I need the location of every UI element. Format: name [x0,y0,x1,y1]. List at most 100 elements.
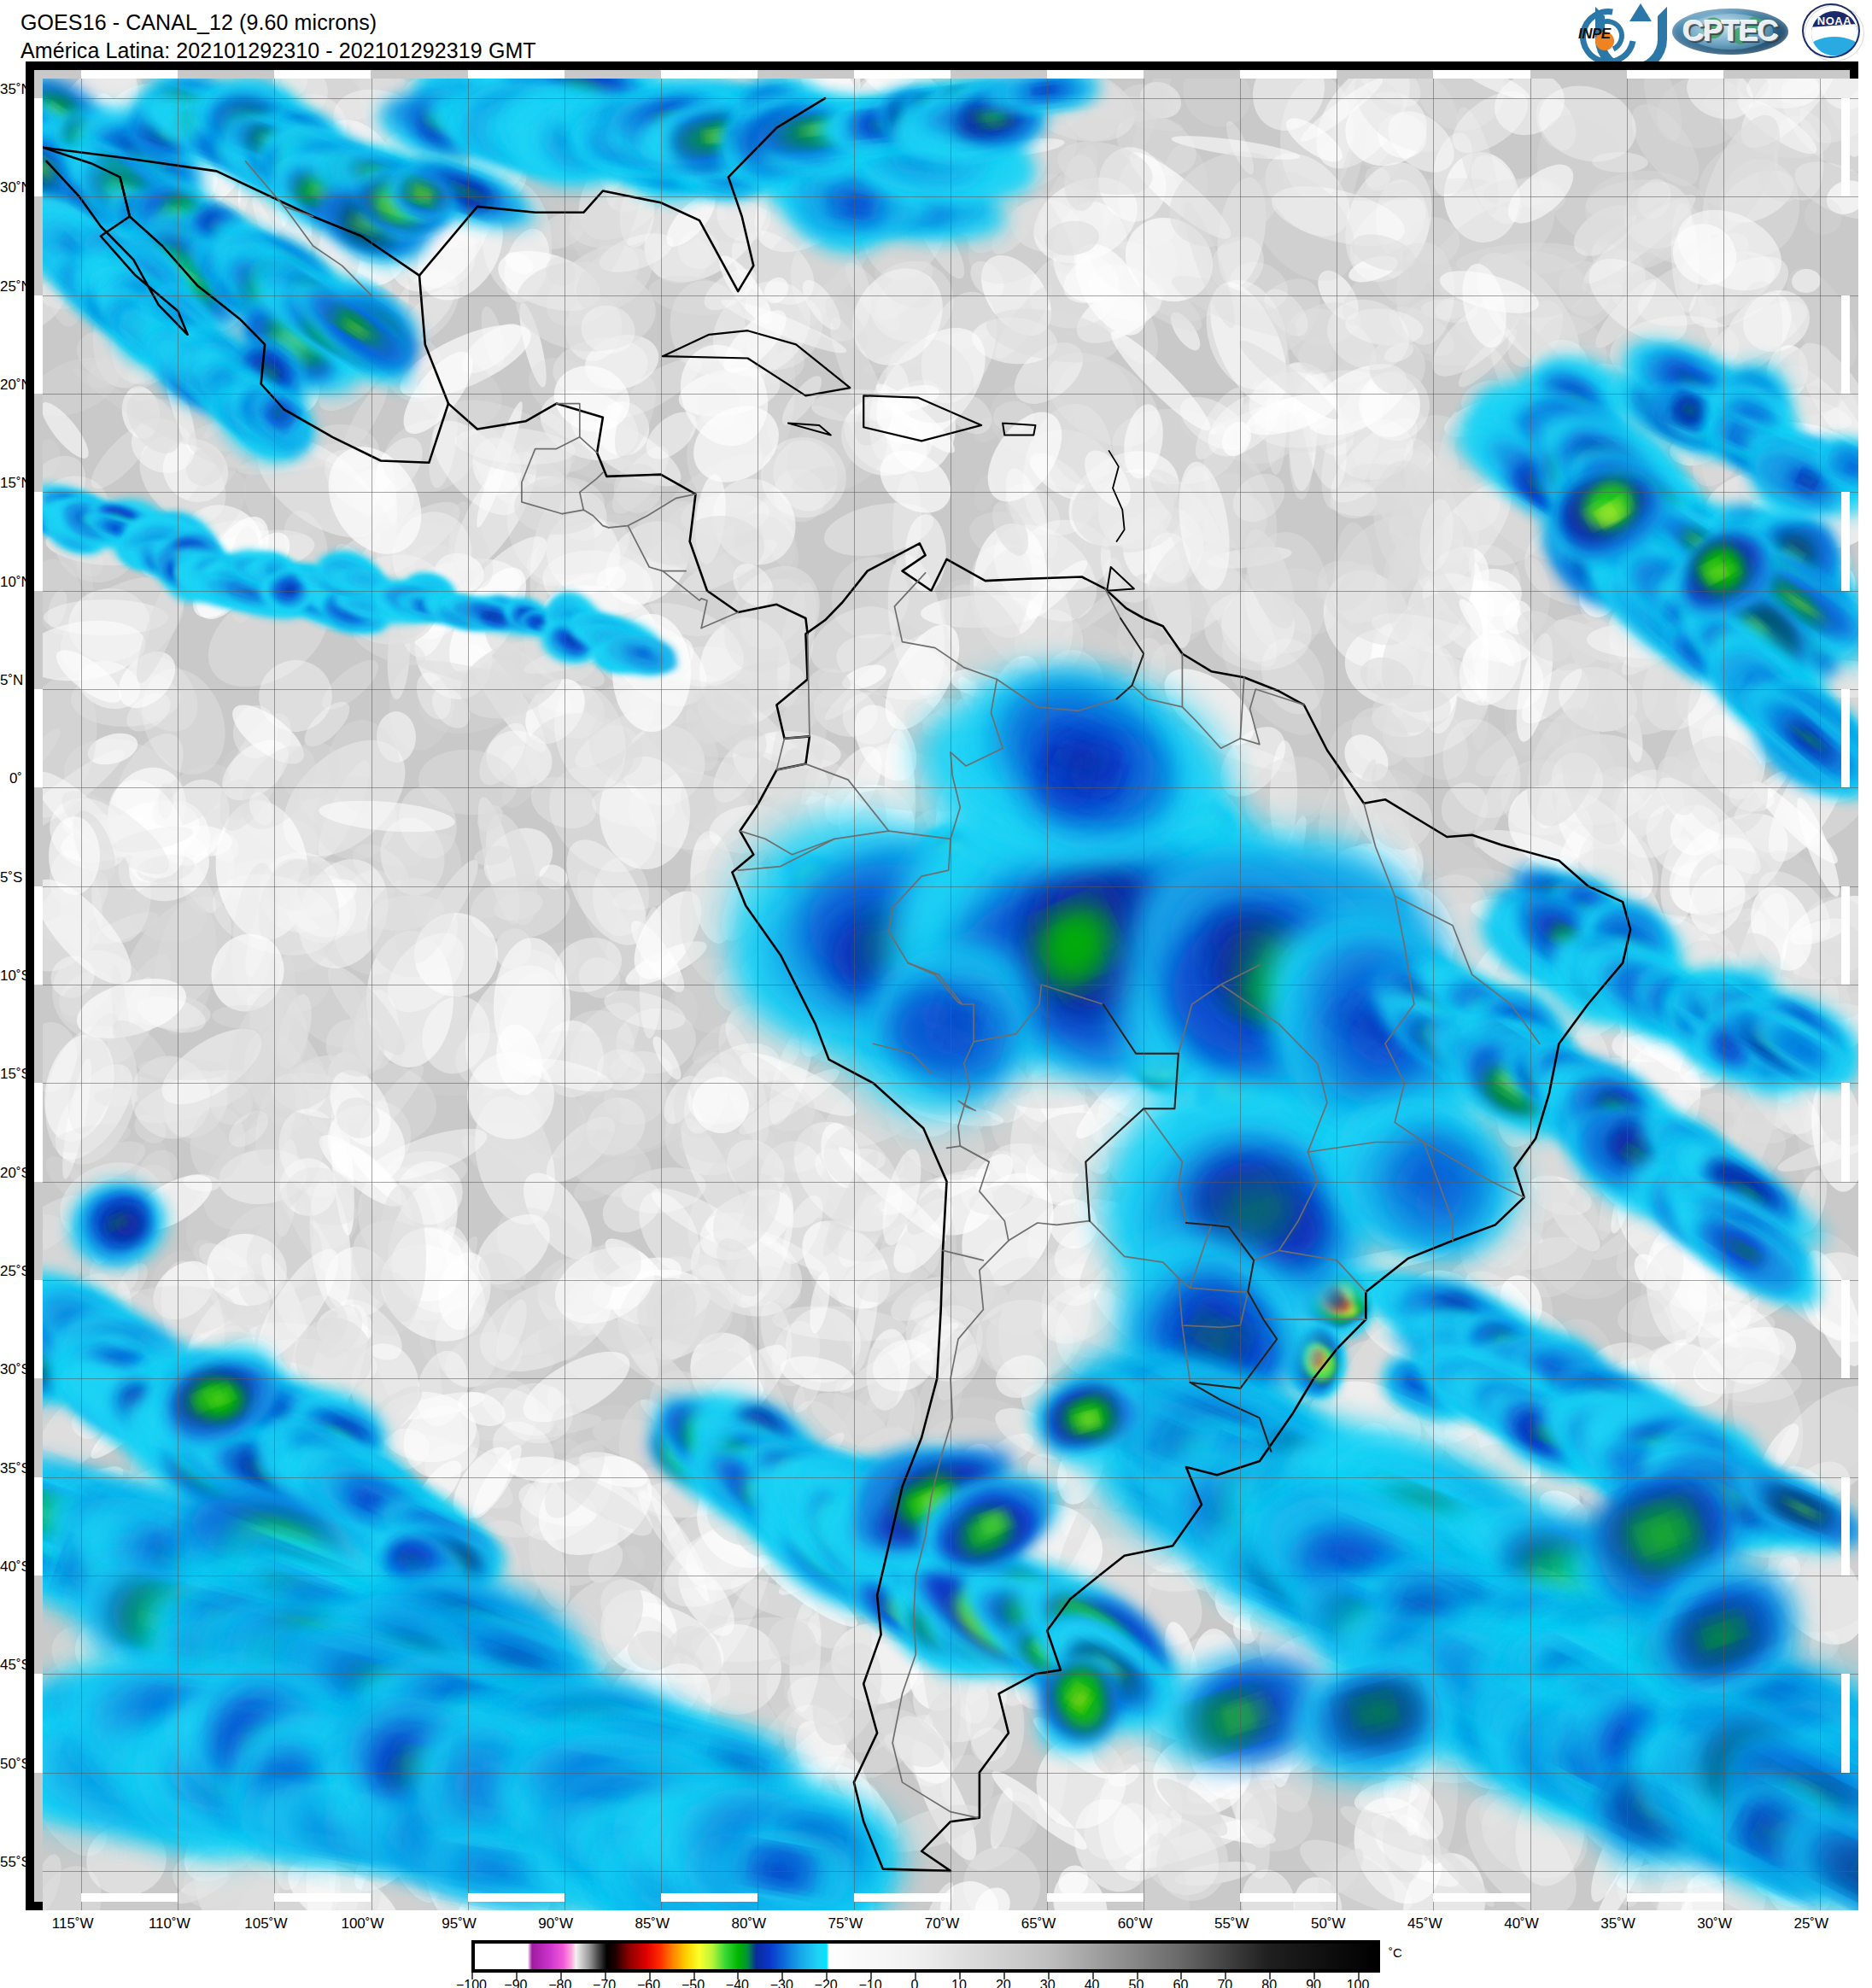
latitude-tick-label: 30˚S [0,1361,22,1378]
frame-tick-segment [34,1083,43,1181]
longitude-tick-label: 25˚W [1793,1915,1828,1932]
satellite-image [43,79,1858,1910]
longitude-tick-label: 85˚W [635,1915,670,1932]
colorbar-tick-label: −70 [593,1978,616,1988]
longitude-tick-label: 70˚W [925,1915,960,1932]
colorbar-tick-label: 90 [1306,1978,1321,1988]
latitude-tick-label: 15˚S [0,1066,22,1083]
longitude-tick-label: 65˚W [1021,1915,1056,1932]
latitude-tick-label: 20˚S [0,1165,22,1182]
title-block: GOES16 - CANAL_12 (9.60 microns) América… [20,9,536,65]
colorbar-tick-label: −100 [456,1978,487,1988]
colorbar-tick-label: −60 [637,1978,660,1988]
frame-tick-segment [854,70,951,79]
cptec-logo: CPTEC [1670,3,1790,58]
frame-tick-segment [468,70,565,79]
longitude-tick-label: 80˚W [732,1915,767,1932]
longitude-tick-label: 30˚W [1697,1915,1732,1932]
latitude-tick-label: 30˚N [0,179,22,196]
satellite-image-canvas [43,79,1858,1910]
colorbar-tick-label: −20 [815,1978,838,1988]
colorbar-section: −100−90−80−70−60−50−40−30−20−10010203040… [0,1940,1872,1988]
longitude-tick-label: 105˚W [244,1915,287,1932]
colorbar-unit-label: ˚C [1389,1945,1402,1960]
colorbar-tick-label: 50 [1129,1978,1144,1988]
longitude-tick-label: 45˚W [1407,1915,1442,1932]
frame-tick-segment [1627,70,1723,79]
longitude-tick-label: 95˚W [442,1915,477,1932]
cptec-wordmark: CPTEC [1670,14,1790,48]
latitude-tick-label: 0˚ [0,770,22,787]
frame-tick-segment [34,98,43,196]
frame-tick-segment [661,70,758,79]
latitude-tick-label: 5˚S [0,869,22,886]
colorbar-tick-label: 0 [911,1978,919,1988]
inpe-wordmark: INPE [1578,26,1611,43]
colorbar-tick-label: −50 [682,1978,705,1988]
colorbar-tick-label: 30 [1040,1978,1056,1988]
longitude-tick-label: 75˚W [828,1915,863,1932]
latitude-tick-label: 35˚S [0,1460,22,1477]
latitude-tick-label: 25˚S [0,1263,22,1280]
frame-tick-segment [34,492,43,590]
inpe-arrow-icon [1629,3,1652,21]
frame-tick-segment [274,70,371,79]
frame-tick-segment [34,886,43,985]
product-title: GOES16 - CANAL_12 (9.60 microns) [20,9,536,37]
frame-tick-segment [1047,70,1144,79]
colorbar-tick-label: 80 [1261,1978,1277,1988]
page-header: GOES16 - CANAL_12 (9.60 microns) América… [0,0,1872,61]
frame-tick-segment [34,1280,43,1378]
latitude-tick-label: 55˚S [0,1854,22,1871]
latitude-tick-label: 10˚N [0,574,22,591]
colorbar-tick-label: −10 [859,1978,882,1988]
colorbar-tick-label: 10 [951,1978,967,1988]
frame-tick-segment [34,1674,43,1772]
longitude-tick-label: 50˚W [1311,1915,1346,1932]
longitude-tick-label: 60˚W [1118,1915,1153,1932]
colorbar-tick-label: 40 [1085,1978,1100,1988]
colorbar-tick-label: 70 [1217,1978,1232,1988]
frame-tick-segment [1240,70,1337,79]
latitude-tick-label: 35˚N [0,81,22,98]
longitude-tick-label: 115˚W [52,1915,94,1932]
latitude-tick-label: 20˚N [0,377,22,394]
noaa-seal-ring-icon [1802,3,1860,58]
latitude-tick-label: 25˚N [0,278,22,295]
frame-tick-segment [1433,70,1530,79]
latitude-tick-label: 10˚S [0,968,22,985]
colorbar-gradient [475,1944,1377,1969]
colorbar-tick-labels: −100−90−80−70−60−50−40−30−20−10010203040… [471,1978,1380,1988]
colorbar-tick-label: −30 [770,1978,793,1988]
noaa-logo: NOAA [1802,3,1865,58]
frame-tick-segment [81,70,178,79]
frame-ticks-top [34,70,1867,79]
frame-tick-segment [34,689,43,787]
colorbar [471,1940,1380,1973]
longitude-tick-label: 55˚W [1214,1915,1249,1932]
longitude-tick-label: 35˚W [1600,1915,1635,1932]
colorbar-tick-label: 60 [1173,1978,1188,1988]
frame-tick-segment [34,295,43,394]
map-frame [26,61,1858,1910]
logo-row: INPE CPTEC NOAA [1573,2,1865,60]
longitude-tick-label: 40˚W [1504,1915,1539,1932]
latitude-tick-label: 50˚S [0,1756,22,1773]
frame-ticks-left [34,70,43,1919]
latitude-tick-label: 5˚N [0,672,22,689]
satellite-map [26,61,1858,1910]
inpe-logo: INPE [1573,3,1658,58]
longitude-tick-label: 110˚W [149,1915,190,1932]
latitude-tick-label: 45˚S [0,1657,22,1674]
latitude-tick-label: 40˚S [0,1558,22,1576]
colorbar-tick-label: 100 [1347,1978,1370,1988]
longitude-axis: 115˚W 110˚W 105˚W 100˚W 95˚W 90˚W 85˚W 80˚W 75˚W… [0,1915,1872,1941]
colorbar-tick-label: −90 [504,1978,527,1988]
latitude-tick-label: 15˚N [0,475,22,492]
frame-tick-segment [34,1477,43,1576]
longitude-tick-label: 90˚W [538,1915,573,1932]
colorbar-tick-label: −40 [726,1978,749,1988]
colorbar-tick-label: 20 [996,1978,1011,1988]
colorbar-tick-label: −80 [548,1978,571,1988]
longitude-tick-label: 100˚W [341,1915,383,1932]
